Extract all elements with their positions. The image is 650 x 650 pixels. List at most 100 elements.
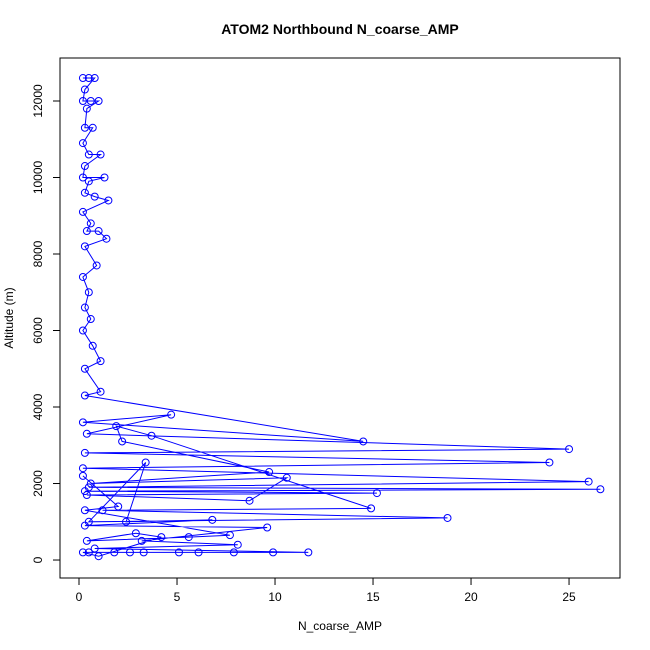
y-tick-label: 0 <box>31 556 45 563</box>
data-point <box>80 123 89 132</box>
data-point <box>139 548 148 557</box>
data-point <box>80 162 89 171</box>
data-point <box>96 150 105 159</box>
data-point <box>78 173 87 182</box>
data-point <box>245 496 254 505</box>
data-line <box>82 77 601 557</box>
data-point <box>208 515 217 524</box>
data-point <box>94 552 103 561</box>
data-point <box>78 96 87 105</box>
data-point <box>88 341 97 350</box>
data-point <box>229 548 238 557</box>
data-point <box>263 523 272 532</box>
data-point <box>88 123 97 132</box>
y-tick-label: 12000 <box>31 84 45 118</box>
data-point <box>84 74 93 83</box>
data-point <box>90 74 99 83</box>
data-point <box>96 387 105 396</box>
data-point <box>86 96 95 105</box>
data-point <box>78 464 87 473</box>
data-point <box>282 473 291 482</box>
x-axis-label: N_coarse_AMP <box>298 619 382 633</box>
data-point <box>102 234 111 243</box>
x-tick-label: 10 <box>268 590 282 604</box>
data-point <box>90 544 99 553</box>
data-point <box>565 445 574 454</box>
data-point <box>80 521 89 530</box>
data-point <box>269 548 278 557</box>
data-point <box>372 489 381 498</box>
data-point <box>82 490 91 499</box>
y-axis-label: Altitude (m) <box>2 287 16 348</box>
data-point <box>90 192 99 201</box>
x-tick-label: 5 <box>174 590 181 604</box>
y-tick-label: 2000 <box>31 470 45 497</box>
data-point <box>443 513 452 522</box>
data-point <box>98 506 107 515</box>
data-point <box>137 536 146 545</box>
data-point <box>78 418 87 427</box>
data-point <box>84 150 93 159</box>
data-point <box>78 139 87 148</box>
data-point <box>96 357 105 366</box>
data-point <box>84 177 93 186</box>
x-tick-label: 25 <box>562 590 576 604</box>
data-point <box>174 548 183 557</box>
data-point <box>80 85 89 94</box>
data-point <box>82 429 91 438</box>
data-point <box>112 422 121 431</box>
data-point <box>167 410 176 419</box>
data-point <box>118 437 127 446</box>
data-point <box>80 487 89 496</box>
x-tick-label: 20 <box>464 590 478 604</box>
data-point <box>82 536 91 545</box>
data-point <box>92 261 101 270</box>
data-point <box>122 517 131 526</box>
data-point <box>82 104 91 113</box>
data-point <box>265 468 274 477</box>
data-point <box>80 188 89 197</box>
data-point <box>141 458 150 467</box>
data-point <box>104 196 113 205</box>
x-tick-label: 0 <box>76 590 83 604</box>
data-point <box>86 219 95 228</box>
data-point <box>84 548 93 557</box>
data-point <box>596 485 605 494</box>
data-point <box>100 173 109 182</box>
data-point <box>78 471 87 480</box>
data-point <box>80 391 89 400</box>
y-tick-label: 10000 <box>31 160 45 194</box>
data-point <box>86 479 95 488</box>
data-point <box>80 242 89 251</box>
y-tick-label: 8000 <box>31 240 45 267</box>
data-point <box>84 288 93 297</box>
data-point <box>82 227 91 236</box>
y-tick-label: 6000 <box>31 317 45 344</box>
data-point <box>80 364 89 373</box>
data-point <box>157 533 166 542</box>
data-point <box>110 548 119 557</box>
x-tick-label: 15 <box>366 590 380 604</box>
data-point <box>80 448 89 457</box>
data-point <box>233 540 242 549</box>
data-point <box>94 227 103 236</box>
data-point <box>304 548 313 557</box>
data-point <box>584 477 593 486</box>
chart-title: ATOM2 Northbound N_coarse_AMP <box>221 21 459 37</box>
data-point <box>131 529 140 538</box>
data-point <box>125 548 134 557</box>
y-tick-label: 4000 <box>31 393 45 420</box>
data-point <box>94 96 103 105</box>
data-point <box>225 531 234 540</box>
data-point <box>78 74 87 83</box>
data-point <box>80 303 89 312</box>
data-point <box>147 431 156 440</box>
data-point <box>86 315 95 324</box>
data-point <box>78 272 87 281</box>
data-point <box>114 502 123 511</box>
data-point <box>78 207 87 216</box>
plot-frame <box>59 57 621 579</box>
data-point <box>78 548 87 557</box>
data-point <box>78 326 87 335</box>
